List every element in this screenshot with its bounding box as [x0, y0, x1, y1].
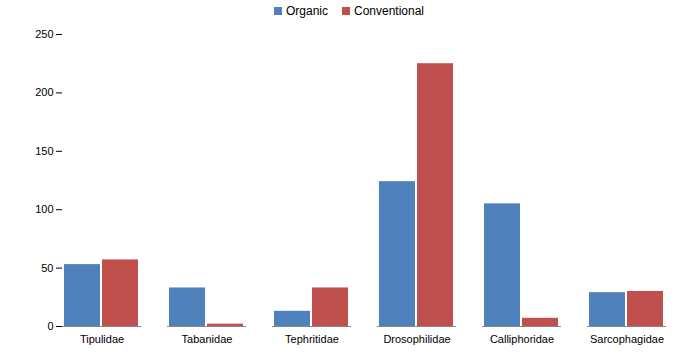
html-text:Conventional: Conventional: [354, 4, 424, 18]
svg-text:Tipulidae: Tipulidae: [80, 333, 124, 345]
svg-text:150: 150: [35, 145, 53, 157]
svg-text:50: 50: [41, 262, 53, 274]
svg-text:Tabanidae: Tabanidae: [182, 333, 233, 345]
svg-text:250: 250: [35, 28, 53, 40]
svg-text:Sarcophagidae: Sarcophagidae: [590, 333, 664, 345]
svg-text:Calliphoridae: Calliphoridae: [490, 333, 554, 345]
html-text:Organic: Organic: [286, 4, 328, 18]
svg-text:100: 100: [35, 203, 53, 215]
svg-text:200: 200: [35, 86, 53, 98]
svg-text:Drosophilidae: Drosophilidae: [383, 333, 450, 345]
svg-text:Tephritidae: Tephritidae: [285, 333, 339, 345]
svg-text:0: 0: [47, 320, 53, 332]
